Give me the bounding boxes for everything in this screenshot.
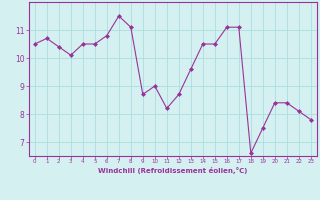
X-axis label: Windchill (Refroidissement éolien,°C): Windchill (Refroidissement éolien,°C) [98,167,247,174]
